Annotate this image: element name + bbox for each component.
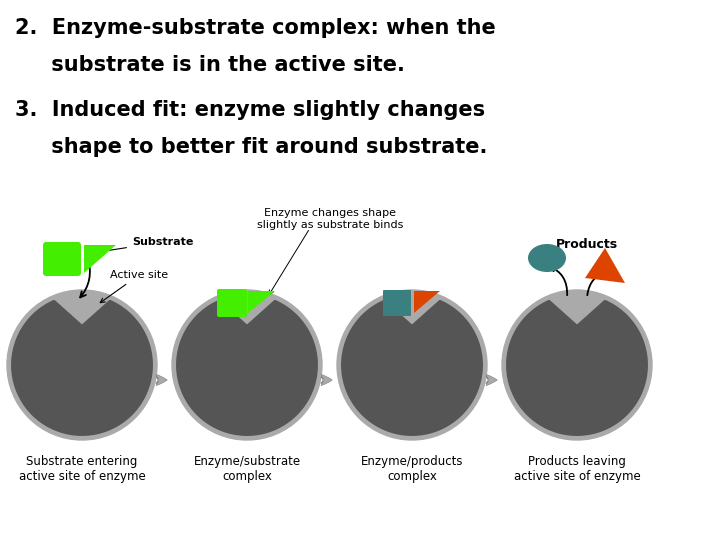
- Text: Active site: Active site: [100, 270, 168, 302]
- Text: Products leaving
active site of enzyme: Products leaving active site of enzyme: [513, 455, 640, 483]
- Text: Products: Products: [556, 239, 618, 252]
- Polygon shape: [84, 245, 116, 273]
- PathPatch shape: [505, 298, 649, 437]
- Text: 2.  Enzyme-substrate complex: when the: 2. Enzyme-substrate complex: when the: [15, 18, 496, 38]
- Circle shape: [7, 290, 157, 440]
- Text: Substrate: Substrate: [96, 237, 194, 254]
- FancyBboxPatch shape: [43, 242, 81, 276]
- Text: Enzyme/products
complex: Enzyme/products complex: [361, 455, 463, 483]
- PathPatch shape: [340, 298, 484, 437]
- FancyBboxPatch shape: [383, 290, 411, 316]
- Text: substrate is in the active site.: substrate is in the active site.: [15, 55, 405, 75]
- Circle shape: [502, 290, 652, 440]
- Text: 3.  Induced fit: enzyme slightly changes: 3. Induced fit: enzyme slightly changes: [15, 100, 485, 120]
- Text: shape to better fit around substrate.: shape to better fit around substrate.: [15, 137, 487, 157]
- Polygon shape: [414, 291, 440, 313]
- Text: Enzyme changes shape
slightly as substrate binds: Enzyme changes shape slightly as substra…: [257, 208, 403, 230]
- PathPatch shape: [10, 298, 154, 437]
- Ellipse shape: [528, 244, 566, 272]
- Polygon shape: [248, 291, 275, 313]
- Text: Enzyme/substrate
complex: Enzyme/substrate complex: [194, 455, 300, 483]
- Polygon shape: [585, 248, 625, 283]
- PathPatch shape: [175, 298, 319, 437]
- Circle shape: [172, 290, 322, 440]
- Circle shape: [337, 290, 487, 440]
- Text: Substrate entering
active site of enzyme: Substrate entering active site of enzyme: [19, 455, 145, 483]
- FancyBboxPatch shape: [217, 289, 247, 317]
